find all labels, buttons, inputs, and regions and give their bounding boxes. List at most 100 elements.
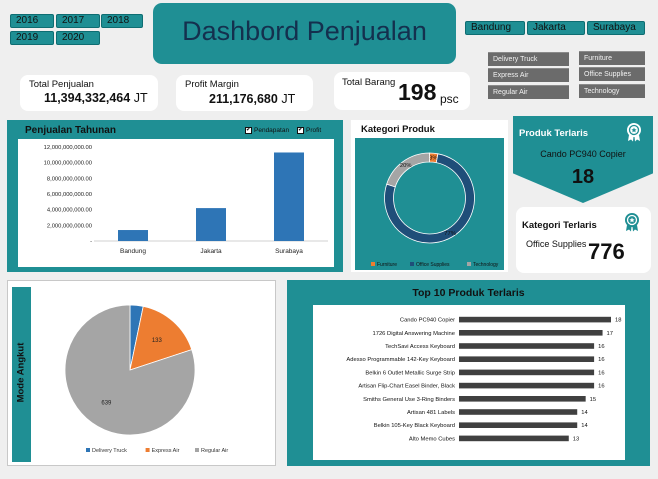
- y-tick-label: 2,000,000,000.00: [47, 223, 92, 229]
- total-penjualan-unit: JT: [133, 91, 148, 105]
- legend-profit-label: Profit: [306, 127, 322, 134]
- product-bar: [459, 330, 603, 336]
- legend-label: Regular Air: [201, 448, 228, 454]
- product-label: Smiths General Use 3-Ring Binders: [363, 397, 455, 403]
- kategori-produk-title: Kategori Produk: [361, 124, 435, 135]
- legend-swatch: [86, 448, 90, 452]
- legend-swatch: [195, 448, 199, 452]
- penjualan-tahunan-plot-area: 12,000,000,000.00 10,000,000,000.00 8,000,…: [18, 139, 334, 267]
- y-tick-label: -: [90, 239, 92, 245]
- profit-margin-value: 211,176,680 JT: [209, 92, 295, 106]
- profit-margin-card: Profit Margin 211,176,680 JT: [176, 75, 313, 111]
- total-barang-card: Total Barang 198 psc: [334, 72, 470, 110]
- product-bar: [459, 369, 595, 376]
- city-button-surabaya[interactable]: Surabaya: [587, 21, 645, 35]
- produk-terlaris-name: Cando PC940 Copier: [540, 149, 626, 159]
- product-value: 18: [615, 318, 621, 324]
- produk-terlaris-card: Produk Terlaris Cando PC940 Copier 18: [513, 116, 653, 203]
- product-label: TechSavi Access Keyboard: [385, 344, 455, 350]
- product-bar: [459, 356, 595, 362]
- legend-swatch: [467, 262, 471, 266]
- legend-profit[interactable]: ✔ Profit: [297, 127, 321, 134]
- slice-express-air: [129, 305, 193, 371]
- city-button-jakarta[interactable]: Jakarta: [527, 21, 585, 35]
- year-button-2018[interactable]: 2018: [101, 14, 143, 28]
- product-value: 16: [598, 357, 604, 363]
- product-bar: [459, 409, 578, 415]
- total-penjualan-label: Total Penjualan: [29, 79, 94, 90]
- legend-pendapatan[interactable]: ✔ Pendapatan: [245, 127, 289, 134]
- product-label: Belkin 105-Key Black Keyboard: [374, 423, 455, 429]
- year-button-2016[interactable]: 2016: [10, 14, 54, 28]
- produk-terlaris-value: 18: [571, 166, 595, 188]
- kategori-produk-donut-chart: 3% 77% 20% Furniture Office Supplies Technolo…: [371, 152, 499, 268]
- product-label: Cando PC940 Copier: [400, 318, 455, 324]
- product-value: 14: [581, 410, 588, 416]
- mode-angkut-pie-chart: 133 639 Delivery Truck Express Air Regular A…: [64, 304, 228, 454]
- produk-terlaris-label: Produk Terlaris: [519, 128, 588, 139]
- legend-label: Technology: [473, 262, 499, 268]
- category-button-technology[interactable]: Technology: [579, 84, 645, 98]
- mode-angkut-title: Mode Angkut: [15, 342, 27, 403]
- product-label: 1726 Digital Answering Machine: [373, 331, 456, 337]
- y-tick-label: 12,000,000,000.00: [44, 145, 92, 151]
- product-value: 13: [573, 436, 579, 442]
- product-value: 15: [590, 397, 596, 403]
- profit-margin-label: Profit Margin: [185, 79, 239, 90]
- title-banner: Dashbord Penjualan: [153, 3, 456, 64]
- legend-label: Express Air: [152, 448, 180, 454]
- product-bar: [459, 316, 611, 323]
- slice-label: 639: [101, 401, 112, 407]
- category-button-furniture[interactable]: Furniture: [579, 51, 645, 65]
- y-tick-label: 6,000,000,000.00: [47, 192, 92, 198]
- penjualan-tahunan-title: Penjualan Tahunan: [25, 125, 116, 136]
- product-label: Artisan 481 Labels: [407, 410, 455, 416]
- legend-label: Delivery Truck: [92, 448, 127, 454]
- checkbox-checked-icon: ✔: [297, 127, 304, 134]
- total-barang-unit: psc: [440, 92, 459, 106]
- penjualan-tahunan-chart: 12,000,000,000.00 10,000,000,000.00 8,000,…: [44, 145, 328, 255]
- profit-margin-number: 211,176,680: [209, 92, 278, 106]
- y-tick-label: 4,000,000,000.00: [47, 208, 92, 214]
- shipping-button-delivery-truck[interactable]: Delivery Truck: [488, 52, 569, 66]
- product-value: 17: [607, 331, 613, 337]
- slice-label: 3%: [429, 156, 437, 162]
- year-button-2020[interactable]: 2020: [56, 31, 100, 45]
- product-value: 16: [598, 384, 604, 390]
- city-button-bandung[interactable]: Bandung: [465, 21, 525, 35]
- legend-label: Office Supplies: [416, 262, 450, 268]
- mode-angkut-panel: Mode Angkut 133 639 Delivery Truck Express …: [7, 280, 276, 466]
- shipping-button-regular-air[interactable]: Regular Air: [488, 85, 569, 99]
- legend-swatch: [371, 262, 375, 266]
- year-button-2019[interactable]: 2019: [10, 31, 54, 45]
- kategori-terlaris-label: Kategori Terlaris: [522, 220, 597, 231]
- category-button-office-supplies[interactable]: Office Supplies: [579, 67, 645, 81]
- total-barang-value: 198: [398, 79, 437, 105]
- product-bar: [459, 422, 578, 428]
- kategori-terlaris-card: Kategori Terlaris Office Supplies 776: [516, 207, 651, 273]
- product-bar: [459, 382, 595, 389]
- slice-label: 77%: [444, 231, 456, 237]
- shipping-button-express-air[interactable]: Express Air: [488, 68, 569, 82]
- product-bar: [459, 435, 569, 442]
- kategori-produk-panel: Kategori Produk 3% 77% 20% Furniture Office …: [351, 120, 508, 272]
- slice-label: 133: [152, 338, 163, 344]
- product-bar: [459, 396, 586, 402]
- legend-swatch: [410, 262, 414, 266]
- top10-title: Top 10 Produk Terlaris: [412, 287, 525, 299]
- year-button-2017[interactable]: 2017: [56, 14, 100, 28]
- product-label: Belkin 6 Outlet Metallic Surge Strip: [365, 370, 455, 376]
- total-penjualan-card: Total Penjualan 11,394,332,464 JT: [20, 75, 158, 111]
- product-label: Adesso Programmable 142-Key Keyboard: [346, 357, 455, 363]
- x-tick-label: Bandung: [120, 248, 146, 255]
- bar-surabaya: [274, 152, 304, 241]
- kategori-terlaris-name: Office Supplies: [526, 239, 587, 249]
- bar-jakarta: [196, 208, 226, 241]
- total-penjualan-value: 11,394,332,464 JT: [44, 91, 148, 105]
- top10-bar-chart: Cando PC940 Copier 18 1726 Digital Answeri…: [346, 316, 621, 442]
- slice-label: 20%: [400, 163, 412, 169]
- slice-technology: [386, 152, 430, 188]
- kategori-produk-chart-area: 3% 77% 20% Furniture Office Supplies Technolo…: [355, 138, 504, 270]
- legend-pendapatan-label: Pendapatan: [254, 127, 290, 134]
- top10-plot-area: Cando PC940 Copier 18 1726 Digital Answeri…: [313, 305, 625, 460]
